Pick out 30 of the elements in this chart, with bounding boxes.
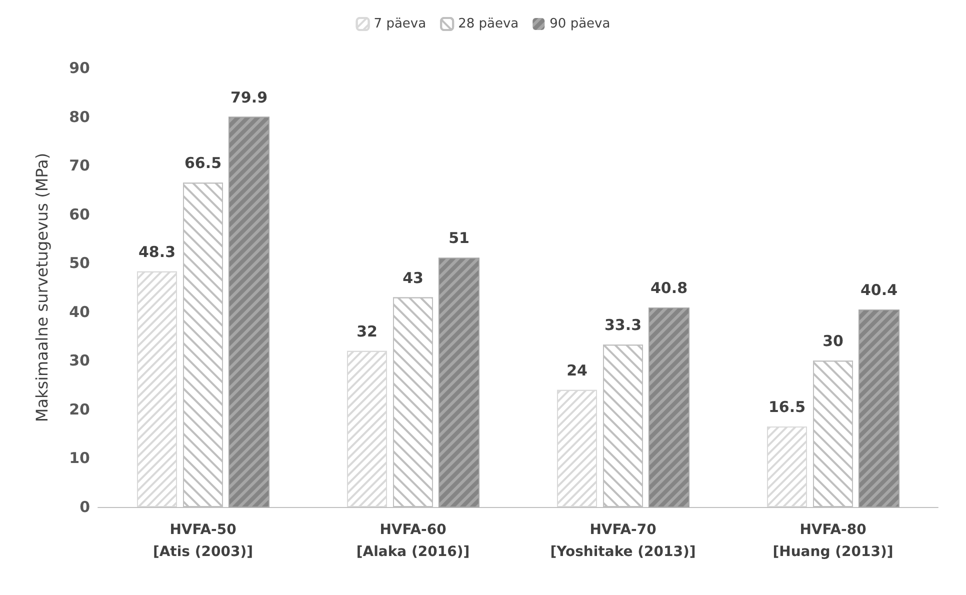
legend-label: 7 päeva [374,16,426,32]
data-label: 32 [356,322,378,340]
y-tick-label: 20 [69,400,90,418]
data-label: 16.5 [768,398,806,416]
y-tick-label: 70 [69,156,90,175]
data-label: 43 [402,268,424,287]
x-tick-label: HVFA-80 [Huang (2013)] [772,522,894,560]
y-tick-label: 80 [69,108,90,126]
data-label: 48.3 [138,242,176,261]
data-label: 66.5 [184,154,222,172]
legend-label: 28 päeva [458,16,519,32]
data-label: 30 [822,332,844,350]
y-axis-title: Maksimaalne survetugevus (MPa) [32,152,52,422]
data-label: 40.4 [860,280,898,299]
y-tick-label: 60 [69,205,90,224]
legend-label: 90 päeva [550,16,610,32]
x-tick-label: HVFA-50 [Atis (2003)] [152,522,254,560]
y-tick-label: 40 [69,302,90,321]
data-label: 33.3 [604,316,642,334]
x-tick-label: HVFA-60 [Alaka (2016)] [356,522,470,560]
data-label: 79.9 [230,88,268,106]
y-tick-label: 30 [69,352,90,370]
data-label: 24 [566,361,588,380]
y-tick-label: 0 [80,498,90,516]
x-tick-label: HVFA-70 [Yoshitake (2013)] [550,522,696,560]
y-tick-label: 10 [69,449,90,468]
y-tick-label: 90 [69,59,90,77]
data-label: 40.8 [650,278,688,297]
data-label: 51 [448,229,470,248]
y-tick-label: 50 [69,254,90,272]
